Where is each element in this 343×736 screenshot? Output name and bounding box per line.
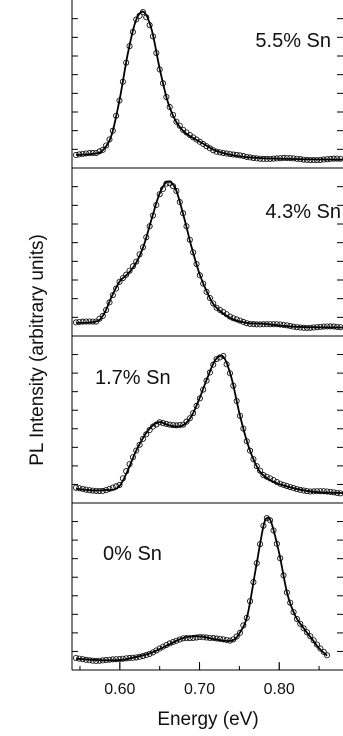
y-axis-label: PL Intensity (arbitrary units) [27,234,48,466]
data-point [190,410,197,417]
data-point [260,472,267,479]
data-point [86,150,93,157]
data-point [193,402,200,409]
data-point [257,467,264,474]
data-point [99,312,106,319]
data-point [324,652,331,659]
data-point [76,318,83,325]
data-point [99,146,106,153]
panel-2: 4.3% Sn [72,180,343,337]
data-point [314,641,321,648]
data-point [233,633,240,640]
data-point [113,656,120,663]
data-point [83,318,90,325]
data-point [103,306,110,313]
x-axis-label: Energy (eV) [157,709,258,730]
x-tick-label: 0.80 [264,681,295,698]
data-point [303,629,310,636]
data-point [173,118,180,125]
data-point [324,488,331,495]
data-point [310,637,317,644]
data-point [210,300,217,307]
fit-line [75,354,343,494]
data-point [186,635,193,642]
data-point [324,323,331,330]
data-point [320,648,327,655]
data-point [293,616,300,623]
data-point [307,633,314,640]
data-point [106,485,113,492]
data-point [79,318,86,325]
data-point [290,609,297,616]
data-point [173,637,180,644]
x-tick-label: 0.60 [104,681,135,698]
data-point [237,629,244,636]
data-point [334,155,341,162]
panel-label: 1.7% Sn [95,367,171,389]
data-point [123,271,130,278]
data-point [253,463,260,470]
data-point [72,484,79,491]
panel-label: 4.3% Sn [265,201,341,223]
data-markers [72,515,331,664]
data-point [300,625,307,632]
data-point [206,295,213,302]
data-point [317,645,324,652]
data-point [133,447,140,454]
panel-4: 0% Sn [72,515,343,671]
data-point [250,456,257,463]
data-point [116,278,123,285]
data-point [126,267,133,274]
data-point [163,180,170,187]
data-point [190,634,197,641]
data-point [200,280,207,287]
panel-label: 5.5% Sn [255,30,331,52]
fit-line [75,10,343,161]
data-point [136,441,143,448]
data-point [180,421,187,428]
data-point [186,415,193,422]
panel-1: 5.5% Sn [72,9,343,169]
data-point [320,488,327,495]
data-point [119,275,126,282]
data-point [297,620,304,627]
data-point [317,488,324,495]
data-point [327,323,334,330]
fit-line [75,180,343,329]
data-point [103,142,110,149]
x-tick-label: 0.70 [184,681,215,698]
data-point [213,355,220,362]
data-point [193,634,200,641]
panels-layer: 5.5% Sn 4.3% Sn 1.7% Sn 0% Sn [71,0,343,671]
data-point [116,482,123,489]
fit-line [75,516,328,662]
data-point [83,150,90,157]
panel-3: 1.7% Sn [72,353,343,504]
data-point [139,435,146,442]
data-point [183,418,190,425]
panel-label: 0% Sn [103,543,162,565]
x-axis: 0.60 0.70 0.80 [79,662,320,698]
